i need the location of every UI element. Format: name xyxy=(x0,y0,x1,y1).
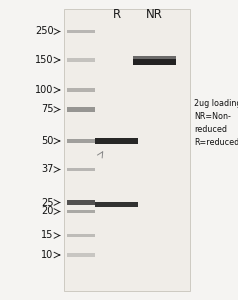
Text: 25: 25 xyxy=(41,197,54,208)
Bar xyxy=(64,9,190,291)
Text: R: R xyxy=(113,8,121,22)
Bar xyxy=(67,234,95,237)
Text: 150: 150 xyxy=(35,55,54,65)
Bar xyxy=(67,30,95,33)
Text: 100: 100 xyxy=(35,85,54,95)
Text: 50: 50 xyxy=(41,136,54,146)
Bar xyxy=(67,253,95,257)
Bar xyxy=(133,59,176,65)
Bar xyxy=(67,210,95,213)
Text: 15: 15 xyxy=(41,230,54,241)
Bar xyxy=(67,88,95,92)
Text: 250: 250 xyxy=(35,26,54,37)
Text: 75: 75 xyxy=(41,104,54,115)
Bar xyxy=(133,56,176,59)
Text: 2ug loading
NR=Non-
reduced
R=reduced: 2ug loading NR=Non- reduced R=reduced xyxy=(194,99,238,147)
Bar xyxy=(95,202,138,207)
Bar xyxy=(67,139,95,143)
Bar xyxy=(67,168,95,171)
Bar xyxy=(67,200,95,205)
Text: 20: 20 xyxy=(41,206,54,217)
Text: 37: 37 xyxy=(41,164,54,175)
Bar xyxy=(67,107,95,112)
Bar xyxy=(95,138,138,144)
Bar xyxy=(67,58,95,62)
Text: NR: NR xyxy=(146,8,163,22)
Text: 10: 10 xyxy=(41,250,54,260)
